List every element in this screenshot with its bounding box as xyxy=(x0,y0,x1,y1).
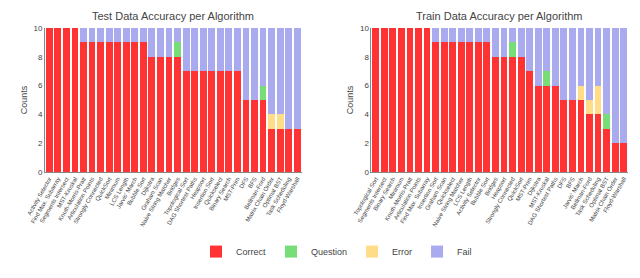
svg-text:Dijkstra: Dijkstra xyxy=(140,176,156,197)
svg-text:Naive String Matcher: Naive String Matcher xyxy=(139,176,172,228)
svg-text:Minimum: Minimum xyxy=(388,176,405,200)
svg-text:Counts: Counts xyxy=(345,85,355,114)
svg-text:Matrix Chain Order: Matrix Chain Order xyxy=(245,176,276,223)
svg-text:Articulation Points: Articulation Points xyxy=(66,176,95,221)
svg-text:6: 6 xyxy=(364,81,369,90)
svg-text:Minimum: Minimum xyxy=(104,176,121,200)
svg-text:0: 0 xyxy=(364,168,369,177)
svg-text:Test Data Accuracy per Algorit: Test Data Accuracy per Algorithm xyxy=(92,10,254,22)
svg-text:10: 10 xyxy=(33,24,42,33)
svg-text:Quickselect: Quickselect xyxy=(435,176,456,206)
svg-text:Strongly Connected: Strongly Connected xyxy=(484,176,516,225)
svg-text:Correct: Correct xyxy=(236,247,266,257)
svg-text:8: 8 xyxy=(38,53,43,62)
svg-text:DFS: DFS xyxy=(238,176,249,189)
svg-text:4: 4 xyxy=(364,110,369,119)
svg-text:Activity Selector: Activity Selector xyxy=(455,176,482,216)
svg-text:Binary Search: Binary Search xyxy=(208,176,232,212)
svg-text:Heapsort: Heapsort xyxy=(490,176,508,200)
svg-text:8: 8 xyxy=(364,53,369,62)
svg-text:Optimal BST: Optimal BST xyxy=(588,176,610,209)
svg-text:Activity Selector: Activity Selector xyxy=(26,176,53,216)
svg-text:Topological Sort: Topological Sort xyxy=(163,176,190,216)
svg-text:Jarvis' March: Jarvis' March xyxy=(562,176,585,209)
svg-text:BFS: BFS xyxy=(247,176,258,189)
svg-text:Optimal BST: Optimal BST xyxy=(261,176,283,209)
svg-text:Knuth-Morris-Pratt: Knuth-Morris-Pratt xyxy=(57,176,87,222)
svg-text:2: 2 xyxy=(364,139,369,148)
svg-text:Dijkstra: Dijkstra xyxy=(526,176,542,197)
svg-text:Bubble Sort: Bubble Sort xyxy=(126,176,147,206)
svg-text:10: 10 xyxy=(360,24,369,33)
svg-text:DFS: DFS xyxy=(556,176,567,189)
svg-text:Naive String Matcher: Naive String Matcher xyxy=(432,176,465,228)
svg-text:LCS Length: LCS Length xyxy=(452,176,473,206)
svg-text:Bellman-Ford: Bellman-Ford xyxy=(570,176,593,210)
svg-text:0: 0 xyxy=(38,168,43,177)
svg-text:QuickSort: QuickSort xyxy=(506,176,525,202)
svg-text:MST-Kruskal: MST-Kruskal xyxy=(528,176,550,209)
svg-text:QuickSort: QuickSort xyxy=(94,176,113,202)
svg-text:DAG Shortest Paths: DAG Shortest Paths xyxy=(166,176,198,226)
svg-text:Quickselect: Quickselect xyxy=(203,176,224,206)
svg-text:MST-Prim: MST-Prim xyxy=(222,176,241,202)
svg-text:Insertion Sort: Insertion Sort xyxy=(192,176,215,210)
svg-text:Question: Question xyxy=(311,247,347,257)
svg-text:MST-Prim: MST-Prim xyxy=(515,176,534,202)
svg-text:BFS: BFS xyxy=(565,176,576,189)
svg-text:Find Max. Subarray: Find Max. Subarray xyxy=(30,176,61,224)
svg-text:Binary Search: Binary Search xyxy=(372,176,396,212)
svg-text:4: 4 xyxy=(38,110,43,119)
svg-text:Task Scheduling: Task Scheduling xyxy=(265,176,292,217)
svg-text:Knuth-Morris-Pratt: Knuth-Morris-Pratt xyxy=(384,176,414,222)
svg-text:Train Data Accuracy per Algori: Train Data Accuracy per Algorithm xyxy=(416,10,583,22)
svg-text:Bridges: Bridges xyxy=(166,176,181,197)
svg-text:Graham Scan: Graham Scan xyxy=(424,176,448,211)
svg-text:Floyd-Warshall: Floyd-Warshall xyxy=(276,176,301,213)
svg-text:Segments Intersect: Segments Intersect xyxy=(357,176,388,224)
svg-text:Topological Sort: Topological Sort xyxy=(353,176,380,216)
svg-text:2: 2 xyxy=(38,139,43,148)
svg-text:Error: Error xyxy=(392,247,412,257)
svg-text:Bubble Sort: Bubble Sort xyxy=(469,176,490,206)
svg-text:Fail: Fail xyxy=(457,247,472,257)
svg-text:Bellman-Ford: Bellman-Ford xyxy=(243,176,266,210)
svg-text:LCS Length: LCS Length xyxy=(109,176,130,206)
svg-text:Graham Scan: Graham Scan xyxy=(140,176,164,211)
svg-text:Strongly Connected: Strongly Connected xyxy=(72,176,104,225)
svg-text:Segments Intersect: Segments Intersect xyxy=(39,176,70,224)
svg-text:Jarvis' March: Jarvis' March xyxy=(115,176,138,209)
svg-text:MST-Kruskal: MST-Kruskal xyxy=(56,176,78,209)
svg-text:Find Max. Subarray: Find Max. Subarray xyxy=(399,176,430,224)
svg-text:Articulation Points: Articulation Points xyxy=(393,176,422,221)
svg-text:Bridges: Bridges xyxy=(484,176,499,197)
svg-text:DAG Shortest Paths: DAG Shortest Paths xyxy=(527,176,559,226)
svg-text:Counts: Counts xyxy=(19,85,29,114)
svg-text:Insertion Sort: Insertion Sort xyxy=(416,176,439,210)
svg-text:Floyd-Warshall: Floyd-Warshall xyxy=(602,176,627,213)
svg-text:Heapsort: Heapsort xyxy=(189,176,207,200)
svg-text:Matrix Chain Order: Matrix Chain Order xyxy=(588,176,619,223)
svg-text:6: 6 xyxy=(38,81,43,90)
svg-text:Task Scheduling: Task Scheduling xyxy=(574,176,601,217)
